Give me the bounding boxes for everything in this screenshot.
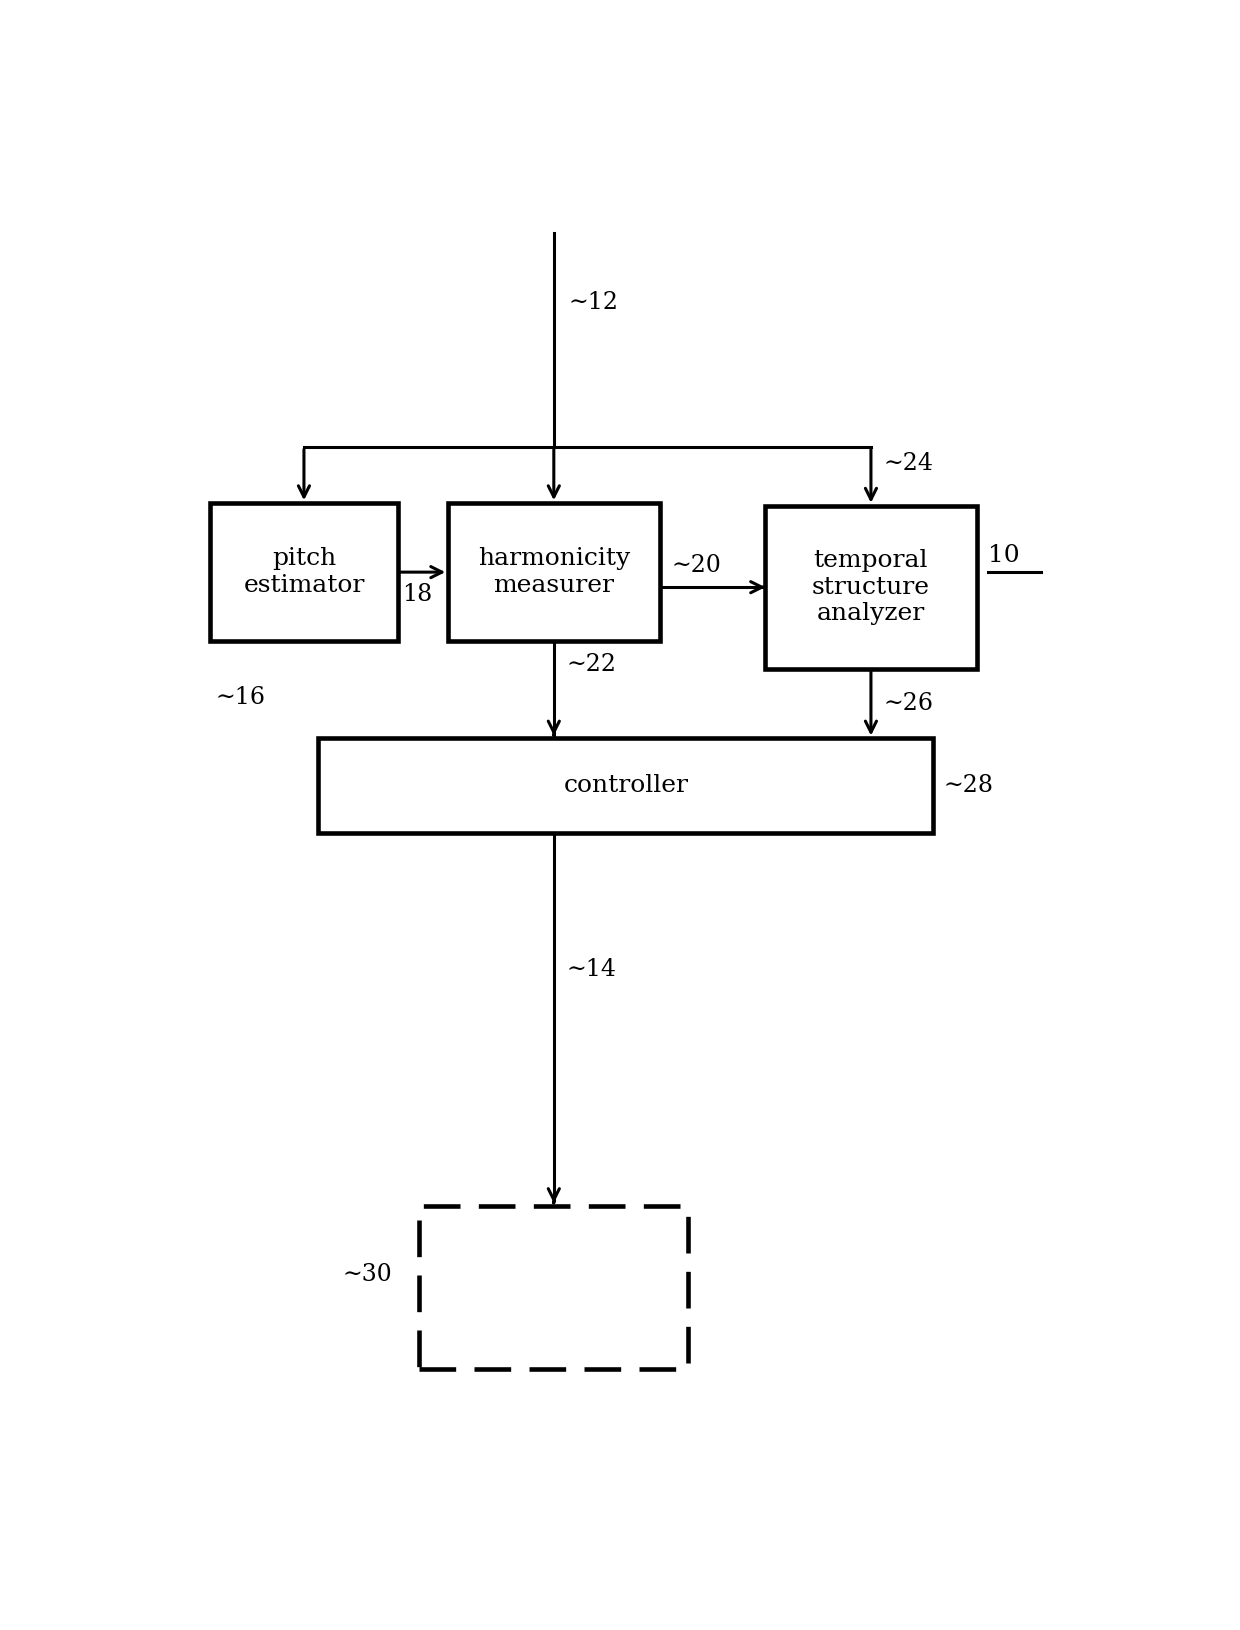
Text: ∼20: ∼20 [671, 554, 720, 577]
Text: controller: controller [563, 774, 688, 797]
Text: pitch
estimator: pitch estimator [243, 548, 365, 597]
Bar [765, 505, 977, 668]
Text: 18: 18 [403, 584, 433, 606]
Text: 10: 10 [988, 544, 1019, 567]
Text: ∼24: ∼24 [883, 452, 934, 474]
Text: ∼14: ∼14 [567, 957, 616, 981]
Bar [319, 738, 934, 833]
Text: harmonicity
measurer: harmonicity measurer [477, 548, 630, 597]
Bar [419, 1206, 688, 1369]
Text: ∼28: ∼28 [944, 774, 993, 797]
Bar [448, 504, 660, 641]
Text: ∼26: ∼26 [883, 693, 934, 716]
Text: ∼30: ∼30 [342, 1263, 392, 1286]
Text: ∼12: ∼12 [568, 290, 619, 315]
Text: ∼16: ∼16 [215, 686, 265, 709]
Bar [211, 504, 398, 641]
Text: ∼22: ∼22 [567, 654, 616, 676]
Text: temporal
structure
analyzer: temporal structure analyzer [812, 549, 930, 626]
